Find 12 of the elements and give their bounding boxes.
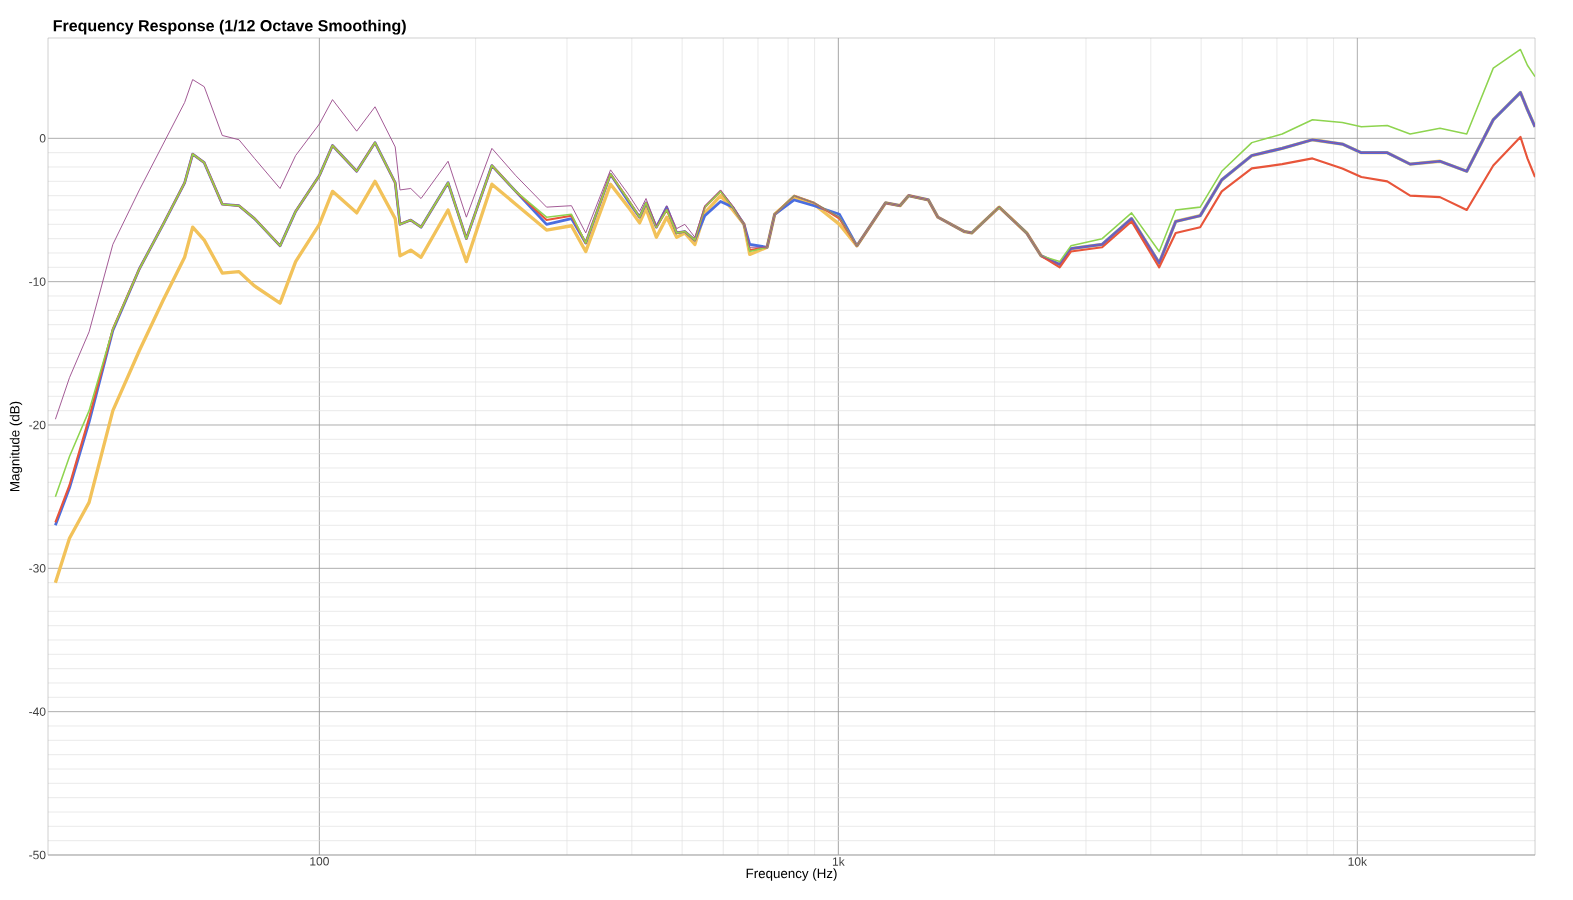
y-tick-label: -10 [29, 277, 46, 286]
y-tick-label: -50 [29, 850, 46, 860]
y-tick-label: 0 [39, 134, 46, 143]
y-tick-label: -20 [29, 420, 46, 430]
y-tick-label: -30 [29, 564, 46, 573]
x-tick-label: 10k [1348, 857, 1368, 866]
x-tick-label: 100 [310, 857, 329, 866]
chart-title: Frequency Response (1/12 Octave Smoothing) [53, 19, 406, 35]
y-tick-label: -40 [29, 707, 46, 716]
y-axis-title: Magnitude (dB) [9, 401, 23, 491]
x-tick-label: 1k [832, 857, 845, 866]
x-axis-title: Frequency (Hz) [746, 868, 837, 881]
